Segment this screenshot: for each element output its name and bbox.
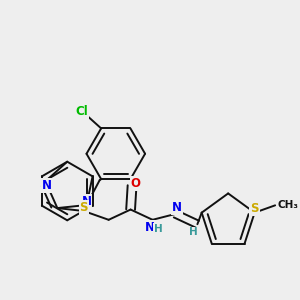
Text: N: N xyxy=(172,201,182,214)
Text: O: O xyxy=(130,177,141,190)
Text: H: H xyxy=(154,224,163,234)
Text: N: N xyxy=(82,195,92,208)
Text: S: S xyxy=(80,201,88,214)
Text: N: N xyxy=(42,179,52,192)
Text: Cl: Cl xyxy=(76,105,88,118)
Text: N: N xyxy=(145,220,154,234)
Text: S: S xyxy=(250,202,259,215)
Text: H: H xyxy=(189,227,197,237)
Text: CH₃: CH₃ xyxy=(278,200,299,210)
